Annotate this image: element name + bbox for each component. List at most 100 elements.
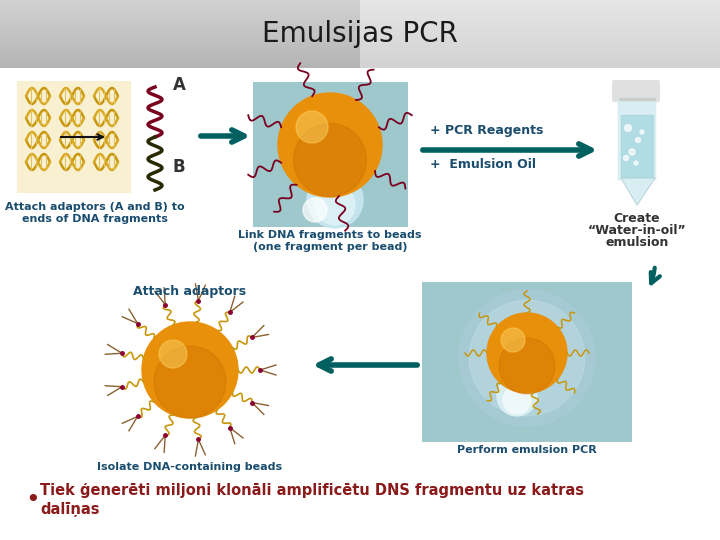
Bar: [0, 29, 720, 30]
Bar: [0, 21, 720, 22]
Bar: [360, 11, 720, 12]
Bar: [0, 51, 720, 52]
Bar: [360, 43, 720, 44]
Bar: [422, 282, 632, 442]
Circle shape: [278, 93, 382, 197]
Text: (one fragment per bead): (one fragment per bead): [253, 242, 408, 252]
Bar: [0, 24, 720, 25]
Circle shape: [142, 322, 238, 418]
Bar: [0, 37, 720, 38]
Text: “Water-in-oil”: “Water-in-oil”: [588, 224, 686, 237]
Bar: [360, 50, 720, 51]
Bar: [0, 4, 720, 5]
Bar: [360, 28, 720, 29]
Bar: [0, 11, 720, 12]
Circle shape: [636, 138, 641, 143]
Bar: [360, 54, 720, 55]
Bar: [0, 49, 720, 50]
Bar: [0, 14, 720, 15]
Bar: [0, 31, 720, 32]
Text: Perform emulsion PCR: Perform emulsion PCR: [457, 445, 597, 455]
Bar: [0, 32, 720, 33]
FancyBboxPatch shape: [618, 98, 656, 180]
Bar: [0, 23, 720, 24]
Text: Attach adaptors: Attach adaptors: [133, 285, 246, 298]
Bar: [0, 50, 720, 51]
Circle shape: [629, 149, 635, 155]
Bar: [360, 37, 720, 38]
Bar: [0, 59, 720, 60]
Bar: [0, 10, 720, 11]
Bar: [0, 42, 720, 43]
Bar: [360, 4, 720, 5]
Bar: [360, 7, 720, 8]
Bar: [360, 3, 720, 4]
Bar: [360, 20, 720, 21]
Bar: [360, 19, 720, 20]
Bar: [360, 44, 720, 45]
Text: Isolate DNA-containing beads: Isolate DNA-containing beads: [97, 462, 282, 472]
Bar: [0, 66, 720, 67]
Circle shape: [624, 156, 629, 160]
Bar: [0, 34, 720, 35]
Bar: [360, 33, 720, 34]
Bar: [0, 17, 720, 18]
Bar: [360, 52, 720, 53]
Bar: [0, 53, 720, 54]
Bar: [360, 67, 720, 68]
Text: ends of DNA fragments: ends of DNA fragments: [22, 214, 168, 224]
Bar: [0, 30, 720, 31]
Bar: [0, 61, 720, 62]
Bar: [0, 40, 720, 41]
Bar: [0, 44, 720, 45]
Bar: [360, 63, 720, 64]
Bar: [360, 45, 720, 46]
Bar: [360, 57, 720, 58]
Bar: [0, 22, 720, 23]
Bar: [360, 66, 720, 67]
Bar: [0, 25, 720, 26]
Bar: [360, 51, 720, 52]
Bar: [360, 60, 720, 61]
Text: emulsion: emulsion: [606, 236, 669, 249]
Bar: [0, 52, 720, 53]
Text: Create: Create: [613, 212, 660, 225]
Bar: [0, 58, 720, 59]
Bar: [0, 63, 720, 64]
Bar: [360, 18, 720, 19]
Circle shape: [303, 198, 327, 222]
Bar: [0, 36, 720, 37]
Bar: [360, 26, 720, 27]
Circle shape: [499, 338, 555, 394]
Bar: [360, 62, 720, 63]
Circle shape: [154, 346, 226, 418]
Bar: [360, 13, 720, 14]
Bar: [0, 2, 720, 3]
Bar: [18, 82, 130, 192]
Bar: [360, 30, 720, 31]
Bar: [0, 3, 720, 4]
Bar: [0, 46, 720, 47]
Bar: [0, 64, 720, 65]
Bar: [360, 59, 720, 60]
Bar: [360, 53, 720, 54]
Circle shape: [624, 125, 631, 132]
Bar: [360, 58, 720, 59]
Bar: [0, 57, 720, 58]
FancyBboxPatch shape: [612, 80, 660, 102]
Bar: [0, 39, 720, 40]
Bar: [360, 55, 720, 56]
Text: Tiek ģenerēti miljoni klonāli amplificētu DNS fragmentu uz katras
dalīņas: Tiek ģenerēti miljoni klonāli amplificēt…: [40, 483, 584, 517]
Text: + PCR Reagents: + PCR Reagents: [430, 124, 544, 137]
Bar: [0, 20, 720, 21]
Bar: [360, 16, 720, 17]
Bar: [0, 6, 720, 7]
Circle shape: [634, 161, 638, 165]
Bar: [360, 46, 720, 47]
Circle shape: [503, 386, 531, 414]
Bar: [360, 5, 720, 6]
Bar: [0, 13, 720, 14]
Text: Link DNA fragments to beads: Link DNA fragments to beads: [238, 230, 422, 240]
Bar: [0, 0, 720, 1]
Bar: [0, 26, 720, 27]
